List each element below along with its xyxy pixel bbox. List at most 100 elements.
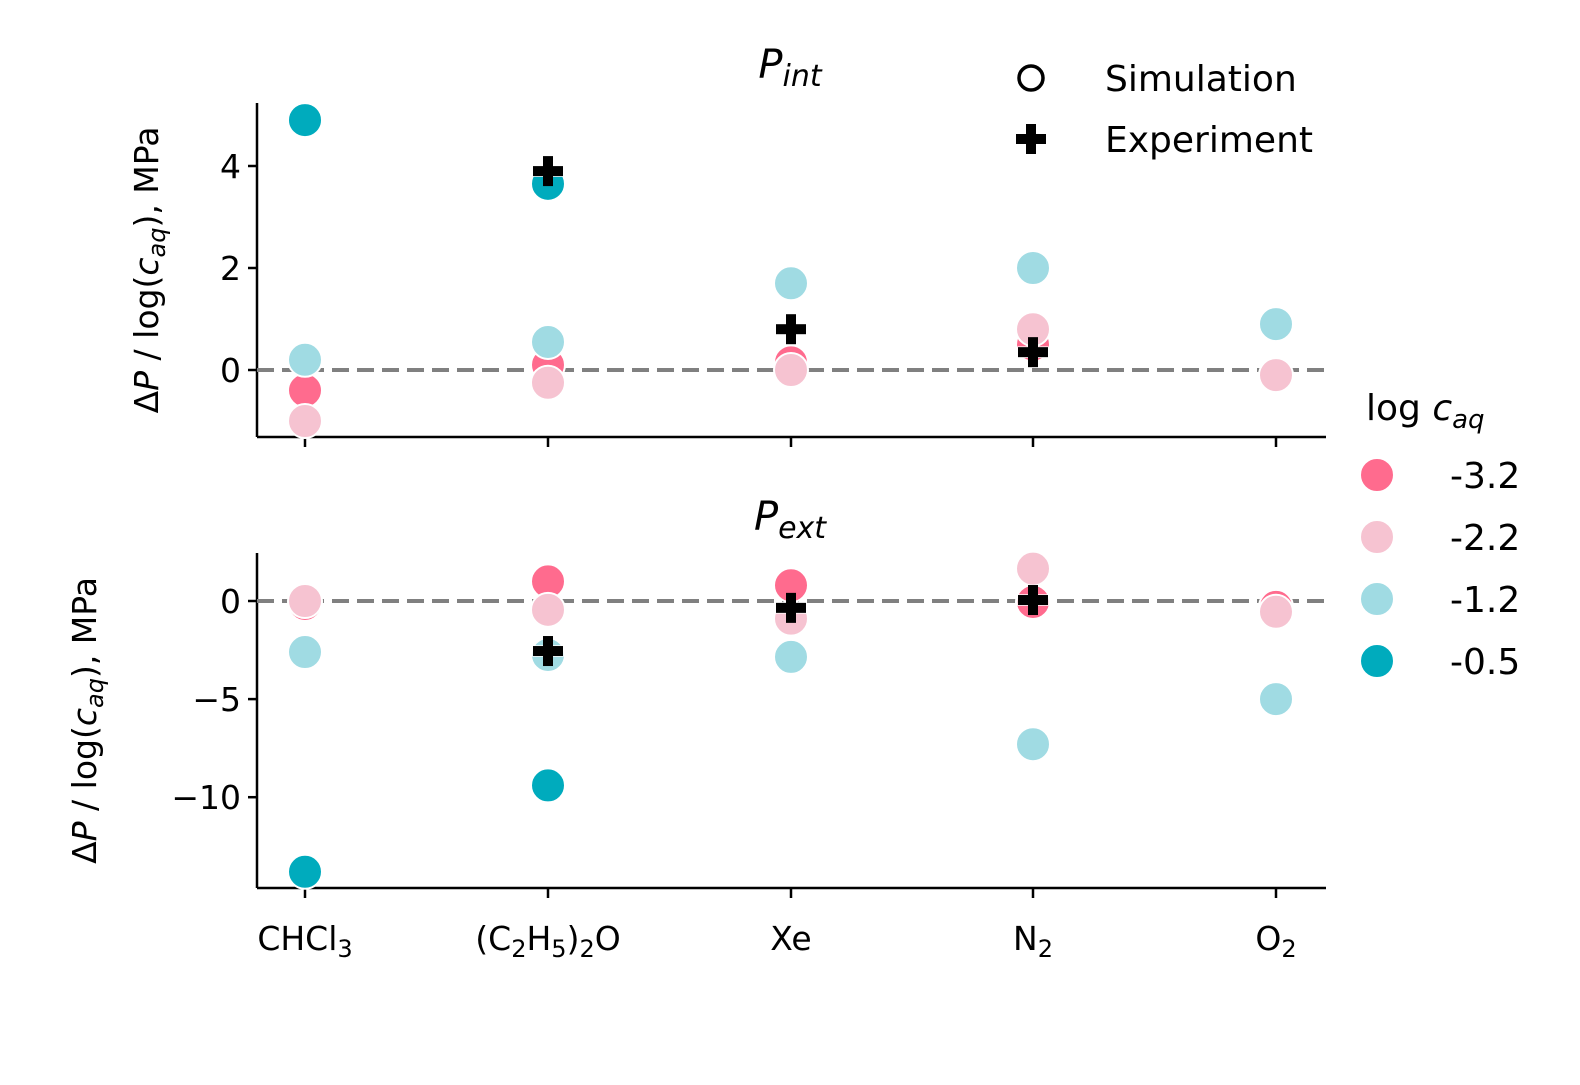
simulation-point (287, 634, 323, 671)
simulation-point (773, 352, 809, 388)
legend-color-label: -3.2 (1450, 456, 1520, 497)
x-tick-label: N2 (1013, 919, 1053, 963)
legend-title-sub: aq (1452, 405, 1484, 435)
ylabel-delta: Δ (65, 841, 104, 864)
experiment-bar-h-fill (1018, 595, 1048, 606)
p-ext-y-tick-label: −5 (192, 680, 241, 719)
x-tick-label: (C2H5)2O (475, 919, 620, 963)
title-subscript: ext (778, 511, 827, 546)
label-part: (C (475, 919, 511, 958)
simulation-point (530, 591, 566, 628)
p-int-title: Pint (758, 42, 822, 94)
experiment-bar-h-fill (533, 166, 563, 177)
marker-legend: Simulation Experiment (1016, 59, 1313, 161)
simulation-point (287, 102, 323, 139)
legend-color-label: -1.2 (1450, 580, 1520, 621)
experiment-point (1017, 337, 1049, 368)
p-int-data-points (287, 102, 1294, 439)
simulation-point (1258, 593, 1294, 630)
simulation-point (287, 372, 323, 409)
ylabel-c: c (65, 708, 104, 726)
ylabel-p: P (127, 371, 166, 391)
experiment-point (775, 592, 807, 623)
ylabel-sub: aq (143, 228, 171, 258)
legend-label-simulation: Simulation (1105, 59, 1297, 100)
simulation-point (1258, 681, 1294, 718)
ylabel-end: ), MPa (127, 127, 166, 228)
ylabel-delta: Δ (127, 390, 166, 413)
legend-color-swatch (1359, 457, 1395, 493)
simulation-point (773, 265, 809, 302)
legend-color-swatch (1359, 519, 1395, 555)
legend-color-swatch (1359, 643, 1395, 679)
p-ext-data-points (287, 550, 1294, 890)
ylabel-mid: / log( (127, 276, 166, 371)
simulation-point (1258, 357, 1294, 394)
x-tick-labels: CHCl3 (C2H5)2O Xe N2 O2 (257, 919, 1296, 963)
experiment-bar-h-fill (776, 324, 806, 335)
p-int-y-tick-label: 2 (220, 249, 241, 288)
simulation-point (1258, 306, 1294, 343)
p-int-y-tick-label: 4 (220, 147, 241, 186)
legend-color-label: -0.5 (1450, 642, 1520, 683)
ylabel-p: P (65, 821, 104, 841)
subscript: 2 (1038, 935, 1053, 963)
label-part: ) (567, 919, 580, 958)
label-part: CHCl (257, 919, 337, 958)
ylabel-mid: / log( (65, 726, 104, 821)
title-main: P (758, 42, 783, 88)
legend-color-swatch (1359, 581, 1395, 617)
ylabel-sub: aq (81, 678, 109, 708)
ylabel-c: c (127, 258, 166, 276)
simulation-point (287, 583, 323, 619)
experiment-point (775, 314, 807, 345)
p-ext-y-tick-label: −10 (171, 778, 241, 817)
legend-label-experiment: Experiment (1105, 120, 1313, 161)
simulation-point (773, 638, 809, 675)
simulation-point (530, 767, 566, 804)
x-tick-label: CHCl3 (257, 919, 352, 963)
subscript: 2 (1281, 935, 1296, 963)
p-ext-y-tick-label: 0 (220, 582, 241, 621)
subscript: 2 (579, 935, 594, 963)
experiment-point (532, 636, 564, 667)
simulation-point (1015, 550, 1051, 587)
color-legend: log caq -3.2 -2.2 -1.2 -0.5 (1359, 388, 1520, 683)
legend-plus-v (1026, 124, 1036, 154)
x-tick-label: Xe (770, 919, 811, 958)
p-int-y-tick-label: 0 (220, 351, 241, 390)
p-ext-y-axis-label: ΔP / log(caq), MPa (65, 577, 109, 864)
experiment-bar-h-fill (533, 646, 563, 657)
simulation-point (530, 364, 566, 401)
subscript: 2 (511, 935, 526, 963)
simulation-point (1015, 250, 1051, 286)
ylabel-end: ), MPa (65, 577, 104, 678)
label-part: H (526, 919, 551, 958)
experiment-bar-h-fill (776, 602, 806, 613)
simulation-point (287, 853, 323, 890)
experiment-bar-h-fill (1018, 347, 1048, 358)
simulation-point (530, 323, 566, 360)
title-subscript: int (783, 59, 823, 94)
x-tick-label: O2 (1255, 919, 1296, 963)
simulation-point (287, 403, 323, 439)
label-part: N (1013, 919, 1038, 958)
p-int-y-axis-label: ΔP / log(caq), MPa (127, 127, 171, 414)
simulation-point (287, 341, 323, 378)
title-main: P (754, 494, 779, 540)
legend-circle-marker (1017, 64, 1045, 92)
experiment-point (1017, 585, 1049, 616)
subscript: 5 (551, 935, 566, 963)
legend-title-c: c (1432, 388, 1452, 429)
label-part: O (1255, 919, 1281, 958)
subscript: 3 (337, 935, 352, 963)
p-ext-title: Pext (754, 494, 827, 546)
legend-color-label: -2.2 (1450, 518, 1520, 559)
label-part: Xe (770, 919, 811, 958)
color-legend-title: log caq (1366, 388, 1485, 435)
simulation-point (1015, 726, 1051, 763)
